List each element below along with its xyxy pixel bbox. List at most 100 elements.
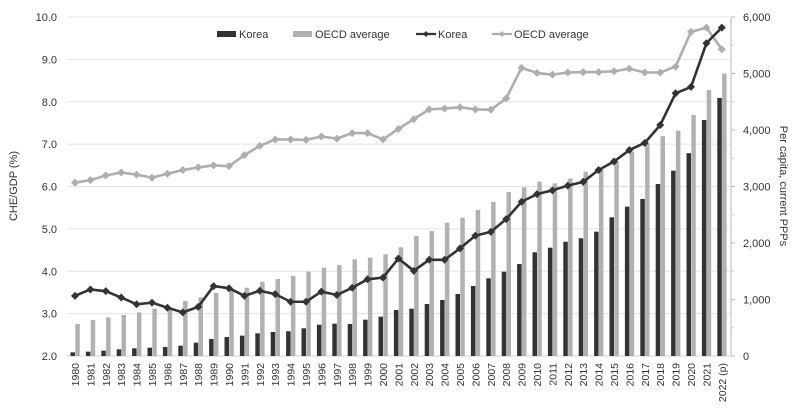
bar-korea: [609, 217, 614, 356]
x-tick-label: 1986: [162, 363, 174, 387]
marker-korea: [579, 177, 588, 186]
marker-oecd: [332, 134, 341, 143]
marker-korea: [348, 283, 357, 292]
marker-oecd: [409, 115, 418, 124]
marker-oecd: [86, 176, 95, 185]
marker-oecd: [302, 135, 310, 144]
marker-oecd: [502, 94, 511, 103]
x-tick-label: 2002: [409, 363, 421, 387]
legend-label: Korea: [438, 29, 468, 41]
right-tick-label: 1,000: [743, 295, 771, 307]
bar-oecd: [660, 135, 665, 356]
bar-korea: [440, 300, 445, 356]
bar-oecd: [383, 254, 388, 356]
legend-item: Korea: [217, 29, 269, 41]
marker-oecd: [132, 170, 141, 179]
bar-korea: [409, 308, 414, 356]
bar-oecd: [352, 259, 357, 356]
marker-oecd: [517, 63, 526, 72]
bar-oecd: [583, 171, 588, 356]
bar-oecd: [229, 290, 234, 356]
marker-oecd: [717, 45, 726, 54]
x-tick-label: 2019: [671, 363, 683, 387]
bar-korea: [270, 331, 276, 356]
right-tick-label: 5,000: [743, 69, 771, 81]
marker-korea: [379, 273, 387, 282]
marker-korea: [717, 23, 726, 32]
bar-korea: [363, 319, 368, 356]
bar-oecd: [722, 73, 727, 356]
marker-oecd: [148, 173, 156, 182]
marker-oecd: [671, 62, 680, 71]
marker-korea: [240, 291, 249, 300]
marker-oecd: [687, 27, 695, 36]
marker-korea: [502, 215, 511, 224]
bar-korea: [470, 285, 476, 356]
marker-oecd: [71, 178, 79, 187]
legend-label: OECD average: [514, 29, 589, 41]
marker-oecd: [625, 64, 634, 73]
bar-oecd: [244, 287, 250, 356]
marker-korea: [548, 186, 557, 195]
marker-korea: [456, 244, 464, 253]
x-tick-label: 2017: [640, 363, 652, 387]
x-tick-label: 1983: [116, 363, 128, 387]
marker-korea: [225, 284, 233, 293]
left-tick-label: 2.0: [42, 351, 57, 363]
bar-oecd: [645, 143, 650, 356]
bar-korea: [255, 333, 260, 356]
marker-oecd: [348, 129, 357, 138]
marker-korea: [640, 138, 649, 147]
marker-oecd: [240, 151, 249, 160]
marker-oecd: [225, 162, 233, 171]
bar-korea: [624, 206, 630, 356]
marker-oecd: [486, 105, 495, 114]
bar-korea: [101, 350, 106, 356]
x-tick-label: 1982: [101, 363, 113, 387]
marker-korea: [625, 146, 634, 155]
bar-oecd: [152, 308, 157, 356]
bar-korea: [640, 198, 645, 356]
bar-oecd: [521, 187, 527, 356]
marker-oecd: [579, 68, 588, 77]
marker-oecd: [101, 171, 110, 180]
marker-korea: [594, 165, 603, 174]
bar-oecd: [429, 231, 434, 356]
bar-oecd: [90, 320, 96, 356]
bar-oecd: [275, 278, 280, 356]
line-oecd: [74, 26, 723, 184]
bar-korea: [686, 153, 691, 356]
bar-korea: [594, 231, 599, 356]
marker-korea: [271, 290, 280, 299]
x-tick-label: 2016: [624, 363, 636, 387]
x-axis: 1980 1981 1982 1983 1984 1985 1986 1987 1988 1989…: [70, 363, 729, 402]
bar-korea: [563, 241, 568, 356]
lines: [71, 23, 726, 317]
x-tick-label: 1981: [85, 363, 97, 387]
x-tick-label: 2018: [655, 363, 667, 387]
left-tick-label: 3.0: [42, 309, 57, 321]
bar-korea: [193, 342, 199, 356]
bar-korea: [671, 170, 676, 356]
bar-oecd: [367, 257, 373, 356]
bar-oecd: [198, 297, 203, 356]
x-tick-label: 1999: [363, 363, 375, 387]
bar-oecd: [460, 217, 465, 356]
bar-oecd: [629, 151, 635, 356]
marker-korea: [332, 290, 341, 299]
x-tick-label: 2015: [609, 363, 621, 387]
bar-oecd: [506, 191, 511, 356]
marker-oecd: [656, 68, 665, 77]
x-tick-label: 1997: [332, 363, 344, 387]
marker-korea: [533, 190, 541, 199]
marker-oecd: [471, 105, 480, 114]
marker-oecd: [610, 67, 618, 76]
marker-oecd: [117, 168, 126, 177]
bar-oecd: [75, 324, 80, 356]
x-tick-label: 2007: [486, 363, 498, 387]
left-tick-label: 9.0: [42, 54, 57, 66]
marker-korea: [148, 298, 156, 307]
bar-oecd: [183, 301, 188, 356]
marker-korea: [440, 255, 449, 264]
